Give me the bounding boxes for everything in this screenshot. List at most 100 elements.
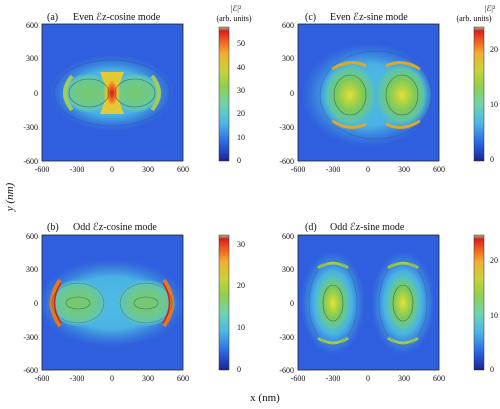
panel-b-ytick: 0 bbox=[34, 299, 38, 308]
heatmap-b-contour-left bbox=[65, 296, 91, 310]
colorbar-a-tick: 10 bbox=[237, 133, 245, 142]
panel-a-label: (a) bbox=[47, 12, 58, 23]
panel-b-ytick: 300 bbox=[26, 265, 38, 274]
panel-c-xticks: -600 -300 0 300 600 bbox=[291, 165, 445, 174]
panel-c-ytick: -300 bbox=[279, 123, 294, 132]
colorbar-d: 20 10 0 bbox=[473, 234, 498, 374]
panel-a: (a) Even ℰz-cosine mode 600 300 0 -300 -… bbox=[23, 4, 252, 174]
panel-c-ytick: -600 bbox=[279, 157, 294, 166]
heatmap-c-crescent-bottom-right bbox=[385, 119, 421, 129]
heatmap-d-crescent-bottom-left bbox=[317, 336, 349, 345]
panel-d-xtick: 600 bbox=[433, 374, 445, 383]
heatmap-b-crescent-left-inner bbox=[53, 282, 62, 324]
panel-d-ytick: 0 bbox=[290, 299, 294, 308]
panel-d-xtick: 300 bbox=[398, 374, 410, 383]
panel-d: (d) Odd ℰz-sine mode 600 300 0 -300 -600… bbox=[279, 222, 498, 383]
panel-b-ytick: -600 bbox=[23, 366, 38, 375]
heatmap-d-contour-right bbox=[392, 284, 414, 322]
heatmap-b-contour-left-outer bbox=[51, 282, 105, 324]
panel-d-ytick: -600 bbox=[279, 366, 294, 375]
colorbar-a-bar bbox=[218, 26, 230, 162]
colorbar-a-tick: 50 bbox=[237, 39, 245, 48]
panel-b-xtick: 0 bbox=[110, 374, 114, 383]
colorbar-b-tick: 0 bbox=[237, 365, 241, 374]
panel-b-xtick: 600 bbox=[177, 374, 189, 383]
heatmap-d bbox=[298, 235, 439, 370]
panel-b-xtick: -600 bbox=[35, 374, 50, 383]
heatmap-b-crescent-right-inner bbox=[162, 282, 171, 324]
panel-c-xtick: -300 bbox=[326, 165, 341, 174]
heatmap-c-contour-outer bbox=[319, 50, 433, 140]
panel-d-xtick: -600 bbox=[291, 374, 306, 383]
panel-c-ytick: 0 bbox=[290, 89, 294, 98]
panel-a-xtick: 300 bbox=[142, 165, 154, 174]
heatmap-c bbox=[298, 24, 439, 161]
colorbar-a-tick: 0 bbox=[237, 156, 241, 165]
panel-d-ytick: 600 bbox=[282, 232, 294, 241]
panel-a-xtick: -600 bbox=[35, 165, 50, 174]
panel-d-yticks: 600 300 0 -300 -600 bbox=[279, 232, 294, 375]
heatmap-c-frame bbox=[297, 23, 440, 162]
panel-d-xtick: -300 bbox=[326, 374, 341, 383]
panel-c-xtick: 600 bbox=[433, 165, 445, 174]
heatmap-a-contour-right bbox=[114, 78, 156, 108]
heatmap-b-frame bbox=[41, 234, 184, 371]
heatmap-a-crescent-left bbox=[63, 74, 74, 112]
heatmap-c-lobe-left bbox=[320, 59, 380, 131]
panel-a-yticks: 600 300 0 -300 -600 bbox=[23, 21, 38, 166]
colorbar-c-bar bbox=[473, 26, 485, 162]
colorbar-c-tick: 10 bbox=[490, 100, 498, 109]
heatmap-c-contour-right bbox=[385, 74, 419, 116]
panel-b-label: (b) bbox=[47, 222, 59, 233]
heatmap-a-frame bbox=[41, 23, 184, 162]
colorbar-d-bar bbox=[473, 234, 485, 371]
heatmap-c-lobe-right bbox=[372, 59, 432, 131]
panel-b: (b) Odd ℰz-cosine mode 600 300 0 -300 -6… bbox=[23, 222, 245, 383]
heatmap-a bbox=[42, 24, 183, 161]
panel-b-title: Odd ℰz-cosine mode bbox=[73, 222, 157, 233]
heatmap-b-lobe-left bbox=[48, 279, 108, 327]
heatmap-a-contour-left bbox=[68, 78, 110, 108]
heatmap-c-contour-left bbox=[333, 74, 367, 116]
figure-ylabel: y (nm) bbox=[4, 182, 16, 212]
heatmap-d-lobe-left bbox=[313, 269, 353, 337]
heatmap-d-contour-left-outer bbox=[308, 260, 358, 346]
heatmap-d-contour-right-outer bbox=[378, 260, 428, 346]
panel-b-xtick: 300 bbox=[142, 374, 154, 383]
colorbar-a-tick: 30 bbox=[237, 86, 245, 95]
heatmap-d-crescent-top-left bbox=[317, 261, 349, 270]
heatmap-d-crescent-top-right bbox=[387, 261, 419, 270]
panel-a-xtick: -300 bbox=[70, 165, 85, 174]
panel-a-xtick: 0 bbox=[110, 165, 114, 174]
colorbar-a: |ℰ|² (arb. units) 50 40 30 20 10 0 bbox=[216, 4, 251, 165]
colorbar-b-bar bbox=[218, 234, 230, 371]
heatmap-c-crescent-top-right bbox=[385, 61, 421, 71]
panel-a-xtick: 600 bbox=[177, 165, 189, 174]
heatmap-a-contour-outer bbox=[53, 59, 171, 127]
panel-c-ytick: 600 bbox=[282, 21, 294, 30]
heatmap-c-crescent-top-left bbox=[331, 61, 367, 71]
panel-b-ytick: 600 bbox=[26, 232, 38, 241]
colorbar-b-tick: 20 bbox=[237, 281, 245, 290]
panel-d-ytick: -300 bbox=[279, 333, 294, 342]
panel-b-xticks: -600 -300 0 300 600 bbox=[35, 374, 189, 383]
heatmap-d-contour-left bbox=[322, 284, 344, 322]
colorbar-a-tick: 40 bbox=[237, 63, 245, 72]
colorbar-d-tick: 20 bbox=[490, 256, 498, 265]
colorbar-c: |ℰ|² (arb. units) 20 10 0 bbox=[456, 4, 498, 164]
heatmap-a-hotspot bbox=[103, 73, 121, 113]
figure-xlabel: x (nm) bbox=[250, 392, 280, 404]
panel-a-ytick: 0 bbox=[34, 89, 38, 98]
panel-c-label: (c) bbox=[305, 12, 316, 23]
colorbar-b-tick: 30 bbox=[237, 240, 245, 249]
panel-c-title: Even ℰz-sine mode bbox=[330, 12, 408, 23]
panel-d-label: (d) bbox=[305, 222, 317, 233]
heatmap-b bbox=[42, 235, 183, 370]
colorbar-d-tick: 0 bbox=[490, 365, 494, 374]
heatmap-b-lobe-right bbox=[116, 279, 176, 327]
panel-c-yticks: 600 300 0 -300 -600 bbox=[279, 21, 294, 166]
panel-b-xtick: -300 bbox=[70, 374, 85, 383]
panel-a-ytick: -600 bbox=[23, 157, 38, 166]
colorbar-c-units: (arb. units) bbox=[456, 14, 491, 23]
